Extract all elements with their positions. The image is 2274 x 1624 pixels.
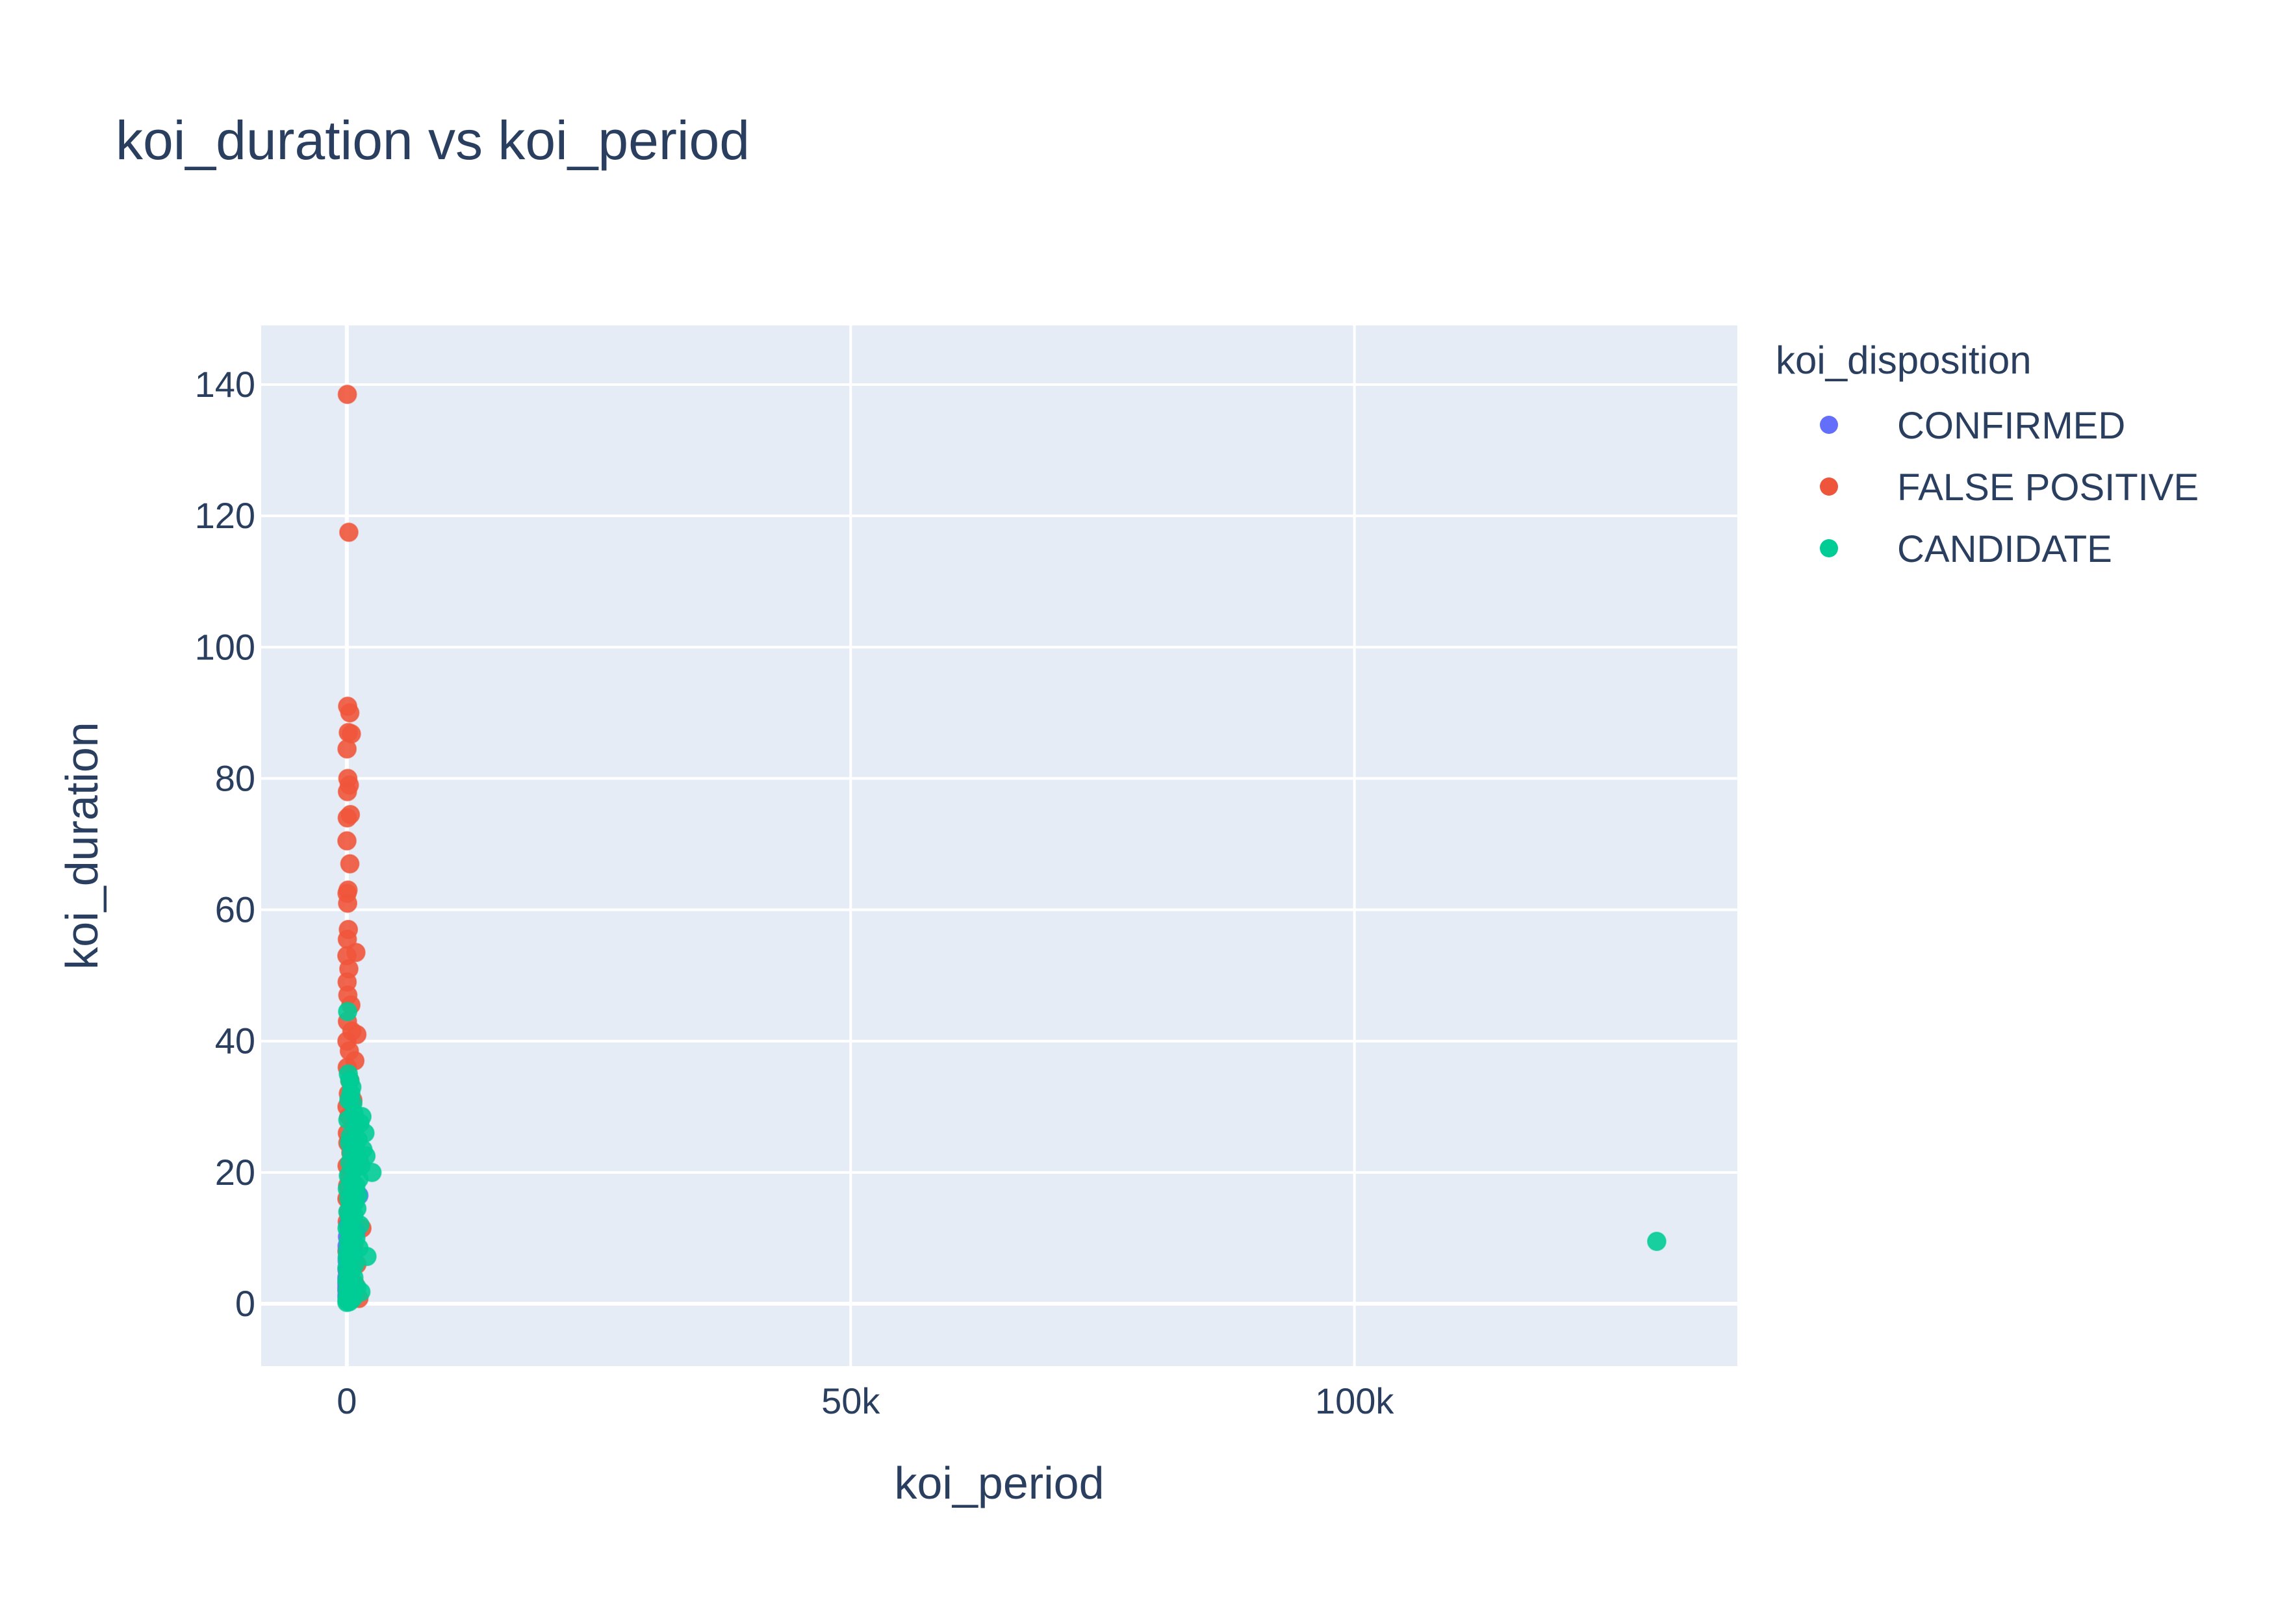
axis-ticks: 0 50k 100k 0 20 40 60 80 100 120 140 [195, 364, 1395, 1421]
data-point-candidate [337, 1292, 357, 1312]
data-point-false-positive [339, 522, 359, 542]
data-point-false-positive [337, 831, 357, 851]
legend-marker [1820, 477, 1838, 496]
data-point-false-positive [337, 739, 357, 759]
legend-item-label[interactable]: FALSE POSITIVE [1897, 466, 2199, 509]
data-point-candidate [1646, 1231, 1667, 1251]
grid-lines [261, 325, 1737, 1366]
data-point-false-positive [340, 703, 360, 723]
legend-item-label[interactable]: CONFIRMED [1897, 405, 2125, 447]
data-point-false-positive [338, 893, 358, 913]
y-tick-label: 120 [195, 495, 255, 536]
y-tick-label: 80 [215, 757, 255, 798]
x-tick-label: 0 [337, 1380, 357, 1421]
chart-title: koi_duration vs koi_period [116, 110, 750, 171]
y-axis-label: koi_duration [57, 722, 107, 969]
legend-item-label[interactable]: CANDIDATE [1897, 528, 2112, 570]
y-tick-label: 100 [195, 626, 255, 667]
x-axis-label: koi_period [895, 1458, 1105, 1508]
legend-marker [1820, 416, 1838, 434]
data-point-candidate [338, 1002, 358, 1022]
y-tick-label: 0 [235, 1283, 255, 1324]
data-point-false-positive [337, 385, 357, 405]
data-point-false-positive [337, 808, 357, 828]
y-tick-label: 60 [215, 889, 255, 930]
data-points [337, 385, 1667, 1312]
plot-area [261, 325, 1737, 1366]
x-tick-label: 100k [1315, 1380, 1394, 1421]
data-point-false-positive [340, 854, 360, 874]
data-point-candidate [351, 1282, 371, 1302]
y-tick-label: 140 [195, 364, 255, 405]
y-tick-label: 20 [215, 1152, 255, 1193]
data-point-false-positive [337, 781, 357, 802]
x-tick-label: 50k [821, 1380, 880, 1421]
legend-marker [1820, 539, 1838, 557]
y-tick-label: 40 [215, 1021, 255, 1061]
legend: koi_disposition CONFIRMED FALSE POSITIVE C… [1776, 338, 2199, 570]
legend-title: koi_disposition [1776, 338, 2032, 382]
